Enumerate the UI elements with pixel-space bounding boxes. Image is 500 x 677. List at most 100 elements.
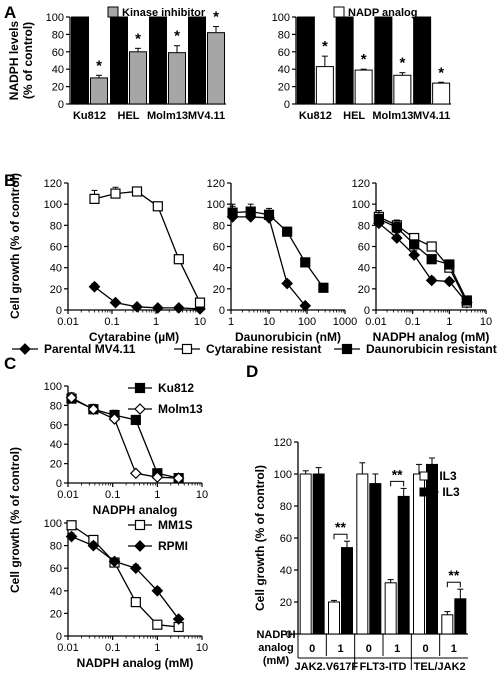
chart-A1-bar xyxy=(168,52,186,105)
chart-B3-y-tick-label: 0 xyxy=(364,305,370,317)
chart-A2-y-tick-label: 60 xyxy=(278,47,290,59)
chart-D-legend-swatch xyxy=(419,471,429,481)
chart-B2-x-tick-label: 10 xyxy=(263,316,275,328)
chart-C2-data-point xyxy=(129,562,142,575)
chart-C2-x-label: NADPH analog (mM) xyxy=(77,656,194,670)
chart-A1-legend-label: Kinase inhibitor xyxy=(122,7,206,19)
chart-B1-series-line xyxy=(94,286,201,310)
chart-B2-y-tick-label: 20 xyxy=(213,284,225,296)
chart-A2-significance-mark: * xyxy=(399,55,405,72)
chart-B2-series-line xyxy=(232,216,306,307)
chart-A1-legend-swatch xyxy=(107,6,119,18)
chart-B3-data-point xyxy=(373,213,385,225)
chart-A2-bar xyxy=(315,66,334,105)
legend-b-label: Parental MV4.11 xyxy=(44,342,136,356)
chart-C1-data-point xyxy=(130,414,141,426)
chart-C1-data-point xyxy=(65,391,78,404)
chart-D-y-tick-label: 0 xyxy=(286,629,292,641)
chart-C2-data-point xyxy=(65,530,78,543)
chart-C2-data-point xyxy=(87,539,100,552)
chart-B2-y-tick-label: 100 xyxy=(207,199,225,211)
chart-A2-x-tick-label: Ku812 xyxy=(299,110,332,122)
chart-B1-data-point xyxy=(109,296,122,309)
chart-B3-x-tick-label: 10 xyxy=(480,316,492,328)
chart-B2-data-point xyxy=(282,226,293,237)
chart-B1-data-point xyxy=(151,302,164,314)
chart-C1-legend-label: Molm13 xyxy=(158,402,203,416)
chart-D-y-tick-label: 80 xyxy=(280,501,292,513)
chart-B3-data-point xyxy=(426,254,437,265)
chart-C1-y-tick-label: 100 xyxy=(44,381,62,393)
chart-A1-y-tick-label: 0 xyxy=(58,99,64,111)
chart-B1-series-line xyxy=(94,190,201,303)
chart-A1-y-tick-label: 60 xyxy=(52,47,64,59)
chart-D-y-tick-label: 20 xyxy=(280,597,292,609)
chart-A1-significance-mark: * xyxy=(213,9,219,26)
chart-C1-data-point xyxy=(151,471,164,484)
chart-D-y-tick-label: 100 xyxy=(274,469,292,481)
chart-A2-x-tick-label: Molm13 xyxy=(372,110,413,122)
chart-D-dose-label: 0 xyxy=(366,643,372,655)
chart-D-bar xyxy=(369,483,382,635)
chart-C2-data-point xyxy=(152,619,163,630)
chart-A1-bar xyxy=(71,16,89,105)
chart-B3-x-tick-label: 0.01 xyxy=(365,316,386,328)
chart-C2-legend-label: MM1S xyxy=(158,518,193,532)
chart-A1-significance-mark: * xyxy=(96,57,102,74)
chart-D-bar xyxy=(454,598,467,635)
chart-B1-data-point xyxy=(173,254,184,265)
chart-B1-x-tick-label: 10 xyxy=(194,316,206,328)
chart-D-y-tick-label: 60 xyxy=(280,533,292,545)
chart-A1-y-tick-label: 20 xyxy=(52,82,64,94)
chart-A1-significance-mark: * xyxy=(135,30,141,47)
chart-B3-y-tick-label: 120 xyxy=(352,178,370,190)
chart-A1-y-tick-label: 40 xyxy=(52,64,64,76)
chart-B2-x-label: Daunorubicin (nM) xyxy=(235,330,341,344)
chart-C2-y-tick-label: 60 xyxy=(50,563,62,575)
chart-B1-y-tick-label: 0 xyxy=(56,305,62,317)
chart-D-y-tick-label: 120 xyxy=(274,437,292,449)
chart-B1-y-tick-label: 80 xyxy=(50,220,62,232)
chart-C2-y-tick-label: 0 xyxy=(56,631,62,643)
chart-A1-bar xyxy=(149,16,167,105)
chart-B3-y-tick-label: 60 xyxy=(358,242,370,254)
chart-D-dose-label: 1 xyxy=(394,643,400,655)
chart-A2-y-tick-label: 80 xyxy=(278,29,290,41)
chart-D-group-label: JAK2.V617F xyxy=(295,661,359,673)
chart-B3-data-point xyxy=(461,295,472,306)
chart-B1-data-point xyxy=(194,297,206,308)
chart-A2-bar xyxy=(335,16,354,105)
chart-B3-y-tick-label: 20 xyxy=(358,284,370,296)
chart-A1-y-tick-label: 80 xyxy=(52,29,64,41)
chart-C1-data-point xyxy=(87,403,100,416)
chart-A1-x-tick-label: HEL xyxy=(118,110,140,122)
chart-B1-data-point xyxy=(89,193,100,204)
chart-B2-data-point xyxy=(263,209,275,220)
chart-C2-data-point xyxy=(172,613,185,625)
chart-D-row-label: analog xyxy=(258,642,293,654)
chart-B3-data-point xyxy=(409,239,420,250)
chart-B1-data-point xyxy=(152,201,163,212)
chart-A2-bar xyxy=(393,74,412,105)
legend-b-label: Cytarabine resistant xyxy=(206,342,321,356)
chart-B1-y-tick-label: 40 xyxy=(50,263,62,275)
chart-B3-data-point xyxy=(390,232,403,244)
chart-C2-y-label: Cell growth (% of control) xyxy=(8,447,22,593)
chart-A2-legend-swatch xyxy=(333,6,345,18)
chart-C2-y-tick-label: 100 xyxy=(44,518,62,530)
panel-label-b: B xyxy=(4,171,16,190)
chart-A2-significance-mark: * xyxy=(438,64,444,81)
chart-C1-x-tick-label: 0.1 xyxy=(105,489,120,501)
chart-A2-y-tick-label: 100 xyxy=(272,12,290,24)
panel-label-d: D xyxy=(246,362,258,381)
chart-B3-data-point xyxy=(444,259,455,270)
chart-D-significance-mark: ** xyxy=(392,466,403,482)
chart-B3-data-point xyxy=(426,241,437,252)
chart-B2-data-point xyxy=(318,282,329,293)
chart-A2-significance-mark: * xyxy=(361,51,367,68)
chart-D-significance-bracket xyxy=(333,533,348,540)
chart-A2-bar xyxy=(432,82,451,105)
chart-C1-y-tick-label: 40 xyxy=(50,439,62,451)
chart-B3-x-tick-label: 1 xyxy=(446,316,452,328)
